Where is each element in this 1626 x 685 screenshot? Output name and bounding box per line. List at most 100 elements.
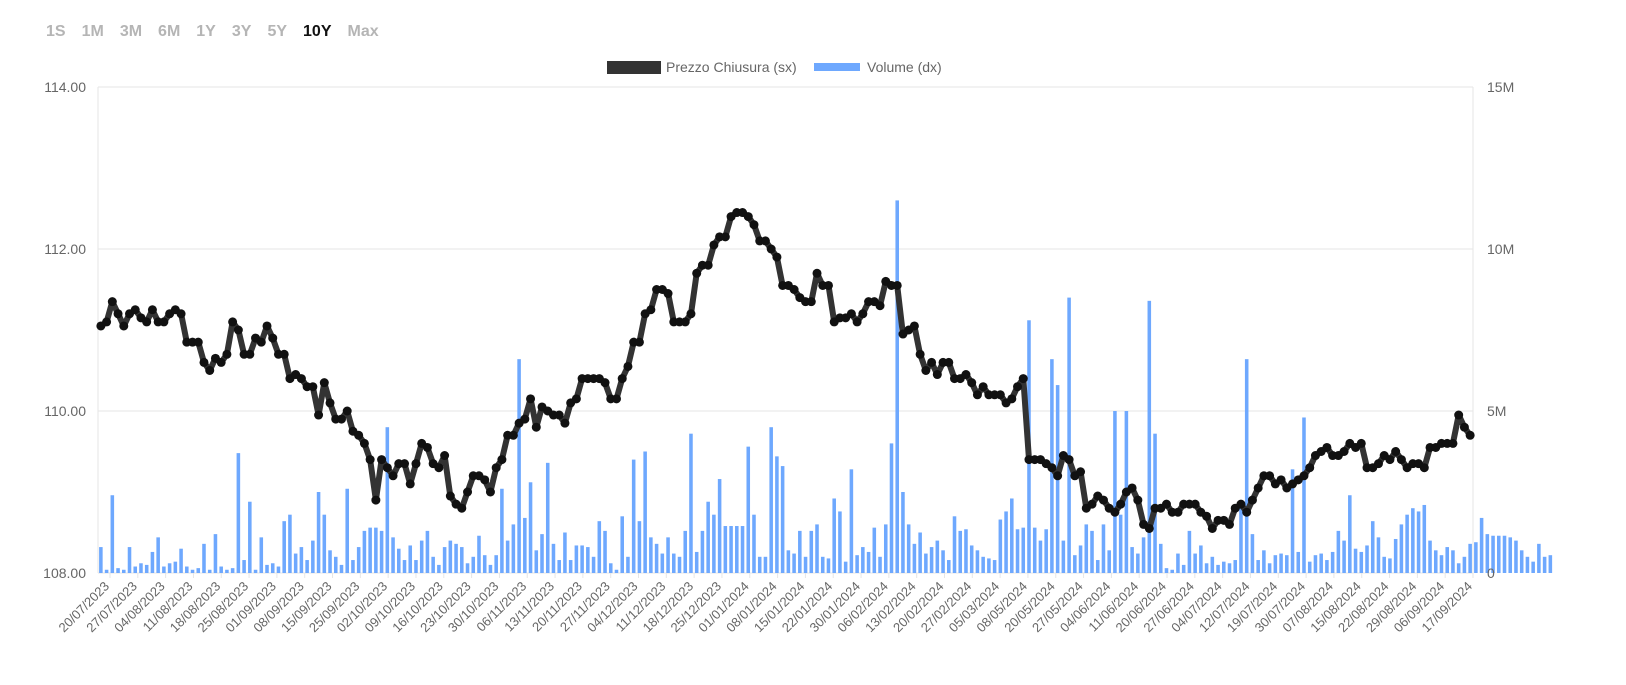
price-point bbox=[875, 301, 885, 311]
price-line bbox=[96, 208, 1475, 533]
price-point bbox=[720, 232, 730, 242]
volume-bar bbox=[1416, 511, 1421, 573]
volume-bar bbox=[133, 566, 138, 573]
price-point bbox=[634, 337, 644, 347]
price-point bbox=[560, 418, 570, 428]
period-6m[interactable]: 6M bbox=[158, 23, 181, 40]
price-point bbox=[1356, 438, 1366, 448]
volume-bar bbox=[1428, 540, 1432, 573]
price-point bbox=[766, 244, 776, 254]
volume-bar bbox=[517, 359, 521, 573]
volume-bar bbox=[1479, 517, 1484, 573]
volume-bar bbox=[780, 466, 785, 573]
price-point bbox=[852, 317, 862, 327]
volume-bar bbox=[1233, 560, 1238, 573]
price-point bbox=[611, 394, 621, 404]
volume-bar bbox=[935, 540, 940, 573]
period-3m[interactable]: 3M bbox=[119, 23, 143, 40]
y-right-tick-label: 15M bbox=[1487, 79, 1514, 95]
volume-bar bbox=[597, 521, 602, 573]
volume-bar bbox=[1176, 553, 1180, 573]
period-1y[interactable]: 1Y bbox=[196, 23, 216, 40]
volume-bar bbox=[1267, 563, 1272, 573]
volume-bar bbox=[729, 526, 733, 573]
volume-bar bbox=[981, 556, 985, 573]
price-point bbox=[858, 309, 868, 319]
price-point bbox=[1459, 422, 1469, 432]
volume-bar bbox=[460, 547, 464, 573]
period-max[interactable]: Max bbox=[347, 23, 379, 40]
period-3y[interactable]: 3Y bbox=[231, 23, 252, 40]
volume-bar bbox=[150, 551, 155, 573]
volume-bar bbox=[1113, 411, 1117, 573]
volume-bar bbox=[1199, 545, 1203, 573]
period-10y[interactable]: 10Y bbox=[303, 23, 332, 40]
volume-bar bbox=[620, 516, 624, 573]
price-point bbox=[663, 289, 673, 299]
price-point bbox=[1127, 483, 1137, 493]
legend[interactable]: Prezzo Chiusura (sx) Volume (dx) bbox=[607, 59, 942, 75]
volume-bar bbox=[1004, 511, 1008, 573]
volume-bar bbox=[1393, 538, 1398, 573]
volume-bar bbox=[694, 551, 699, 573]
volume-bar bbox=[374, 527, 378, 573]
volume-bar bbox=[230, 568, 235, 573]
volume-bar bbox=[586, 547, 590, 573]
period-5y[interactable]: 5Y bbox=[267, 23, 288, 40]
price-point bbox=[520, 414, 530, 424]
volume-bar bbox=[1502, 535, 1507, 573]
legend-label-volume: Volume (dx) bbox=[867, 59, 942, 75]
volume-bar bbox=[992, 560, 997, 573]
volume-bar bbox=[276, 566, 281, 573]
price-point bbox=[995, 390, 1005, 400]
price-point bbox=[1018, 374, 1028, 384]
volume-bar bbox=[975, 550, 980, 573]
y-right-tick-label: 0 bbox=[1487, 565, 1495, 581]
volume-bar bbox=[270, 563, 275, 573]
volume-bar bbox=[156, 537, 160, 573]
price-point bbox=[342, 406, 352, 416]
volume-bar bbox=[815, 524, 819, 573]
volume-bar bbox=[1433, 550, 1438, 573]
volume-bar bbox=[1302, 417, 1306, 573]
volume-bar bbox=[385, 427, 390, 573]
volume-bar bbox=[339, 564, 344, 573]
volume-bar bbox=[1491, 535, 1495, 573]
price-point bbox=[1116, 499, 1126, 509]
volume-bar bbox=[1181, 564, 1186, 573]
price-point bbox=[228, 317, 238, 327]
volume-bar bbox=[1021, 527, 1026, 573]
price-point bbox=[1419, 463, 1429, 473]
volume-bar bbox=[1136, 553, 1140, 573]
volume-bar bbox=[534, 550, 539, 573]
volume-bar bbox=[591, 556, 596, 573]
price-point bbox=[119, 321, 129, 331]
volume-bar bbox=[419, 540, 424, 573]
period-1m[interactable]: 1M bbox=[81, 23, 104, 40]
volume-bar bbox=[580, 545, 584, 573]
price-point bbox=[909, 321, 919, 331]
price-point bbox=[388, 471, 398, 481]
volume-bar bbox=[488, 564, 493, 573]
volume-bar bbox=[207, 569, 212, 573]
volume-bar bbox=[431, 556, 435, 573]
volume-bar bbox=[1422, 504, 1427, 573]
price-point bbox=[245, 349, 255, 359]
volume-bar bbox=[1101, 524, 1106, 573]
price-point bbox=[102, 317, 112, 327]
volume-bar bbox=[1342, 540, 1346, 573]
price-point bbox=[806, 297, 816, 307]
volume-bar bbox=[1130, 547, 1134, 573]
volume-bar bbox=[723, 526, 728, 573]
price-point bbox=[480, 475, 490, 485]
period-1s[interactable]: 1S bbox=[46, 23, 66, 40]
volume-bar bbox=[1519, 550, 1524, 573]
volume-bar bbox=[855, 555, 859, 573]
price-point bbox=[113, 309, 123, 319]
price-point bbox=[205, 366, 215, 375]
volume-bar bbox=[614, 569, 619, 573]
price-point bbox=[812, 268, 822, 278]
price-point bbox=[1133, 495, 1143, 505]
price-point bbox=[359, 438, 369, 448]
price-point bbox=[296, 374, 306, 384]
